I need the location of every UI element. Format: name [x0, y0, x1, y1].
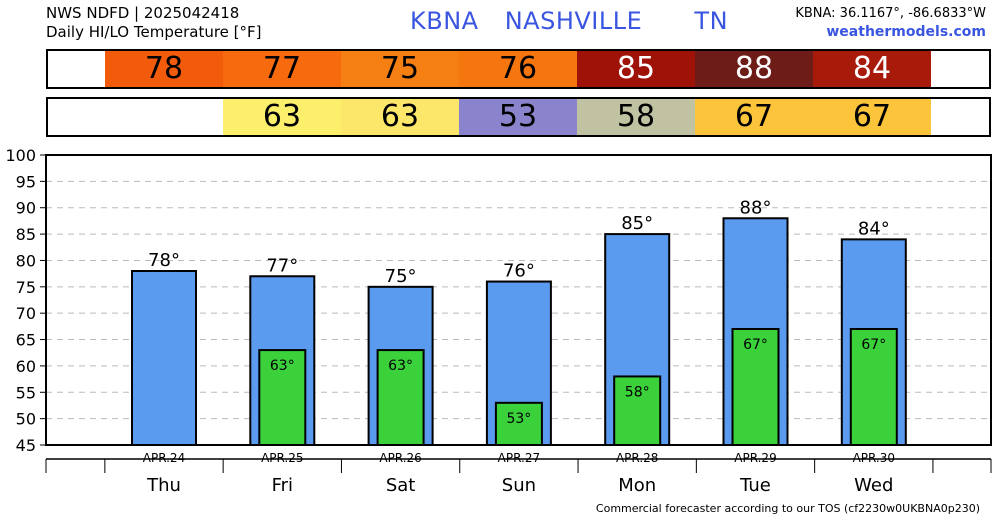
- date-label: APR.25: [261, 451, 303, 465]
- day-label: Wed: [854, 475, 893, 496]
- low-temp-bar: [258, 349, 307, 446]
- low-temp-cell: 63: [223, 99, 341, 135]
- y-tick-label: 65: [16, 331, 36, 350]
- high-temp-cell: 75: [341, 51, 459, 87]
- low-temp-cell: 67: [813, 99, 931, 135]
- high-temp-cell: 88: [695, 51, 813, 87]
- product-line: NWS NDFD | 2025042418: [46, 4, 240, 22]
- temperature-bar-chart: 45 50 55 60 65 70 75 80 85 90 95 100 78° 77° 63° 75° 63°…: [5, 146, 992, 496]
- chart-title: Daily HI/LO Temperature [°F]: [46, 23, 262, 41]
- low-temp-cell: 63: [341, 99, 459, 135]
- y-tick-label: 80: [16, 251, 36, 270]
- y-tick-label: 55: [16, 383, 36, 402]
- site-link[interactable]: weathermodels.com: [826, 24, 986, 40]
- y-tick-label: 60: [16, 357, 36, 376]
- high-temp-cell: 77: [223, 51, 341, 87]
- day-label: Thu: [146, 475, 181, 496]
- high-temp-cell: 76: [459, 51, 577, 87]
- station-name: NASHVILLE: [504, 7, 643, 35]
- day-label: Tue: [739, 475, 771, 496]
- low-temp-cell: 67: [695, 99, 813, 135]
- y-tick-label: 95: [16, 172, 36, 191]
- low-temp-bar: [376, 349, 425, 446]
- low-temp-bar: [849, 328, 898, 446]
- y-tick-label: 85: [16, 225, 36, 244]
- low-temp-label: 53°: [506, 411, 531, 427]
- low-temp-label: 63°: [270, 358, 295, 374]
- low-temp-cell: 53: [459, 99, 577, 135]
- low-temp-cell: 58: [577, 99, 695, 135]
- high-temp-cell: 84: [813, 51, 931, 87]
- low-temp-label: 67°: [743, 337, 768, 353]
- header-right: KBNA: 36.1167°, -86.6833°W weathermodels…: [795, 5, 986, 41]
- high-temp-label: 84°: [858, 218, 890, 239]
- header-left: NWS NDFD | 2025042418 Daily HI/LO Temper…: [46, 4, 262, 42]
- day-label: Fri: [272, 475, 293, 496]
- low-temp-label: 58°: [625, 384, 650, 400]
- date-label: APR.27: [498, 451, 540, 465]
- low-temp-bar: [613, 375, 662, 446]
- y-tick-label: 100: [5, 146, 36, 165]
- high-temp-label: 88°: [740, 197, 772, 218]
- high-temp-label: 77°: [266, 255, 298, 276]
- day-label: Mon: [618, 475, 656, 496]
- plot-frame: [45, 154, 992, 446]
- high-temp-strip: 78 77 75 76 85 88 84: [46, 49, 991, 89]
- high-temp-bar: [131, 270, 197, 446]
- high-temp-label: 76°: [503, 261, 535, 282]
- date-label: APR.29: [734, 451, 776, 465]
- high-temp-label: 75°: [385, 266, 417, 287]
- y-tick-label: 45: [16, 436, 36, 455]
- day-label: Sun: [502, 475, 536, 496]
- station-id: KBNA: [410, 7, 479, 35]
- low-temp-label: 63°: [388, 358, 413, 374]
- high-temp-label: 85°: [621, 213, 653, 234]
- date-label: APR.26: [379, 451, 421, 465]
- high-temp-label: 78°: [148, 250, 180, 271]
- station-state: TN: [694, 7, 729, 35]
- station-title: KBNA NASHVILLE TN: [410, 7, 746, 35]
- y-tick-label: 75: [16, 278, 36, 297]
- date-label: APR.28: [616, 451, 658, 465]
- high-temp-cell: 78: [105, 51, 223, 87]
- date-label: APR.30: [853, 451, 895, 465]
- y-tick-label: 70: [16, 304, 36, 323]
- date-label: APR.24: [143, 451, 185, 465]
- low-temp-strip: 63 63 53 58 67 67: [46, 97, 991, 137]
- y-tick-label: 50: [16, 410, 36, 429]
- footer-note: Commercial forecaster according to our T…: [595, 502, 980, 515]
- day-label: Sat: [386, 475, 416, 496]
- low-temp-label: 67°: [861, 337, 886, 353]
- low-temp-bar: [731, 328, 780, 446]
- low-temp-bar: [494, 401, 543, 446]
- station-coords: KBNA: 36.1167°, -86.6833°W: [795, 6, 986, 21]
- high-temp-cell: 85: [577, 51, 695, 87]
- y-tick-label: 90: [16, 199, 36, 218]
